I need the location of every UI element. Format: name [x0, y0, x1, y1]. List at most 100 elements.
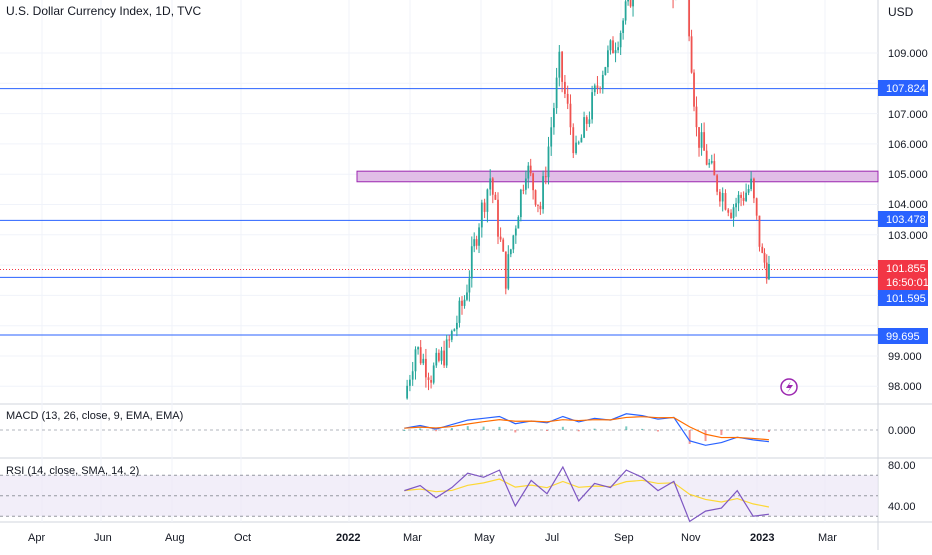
candle-body-73: [597, 86, 599, 88]
candle-body-76: [604, 67, 606, 75]
candle-body-74: [599, 88, 601, 89]
candle-body-139: [768, 264, 770, 279]
candle-body-11: [435, 353, 437, 366]
candle-body-7: [425, 359, 427, 377]
candle-body-58: [556, 78, 558, 108]
candle-body-50: [535, 190, 537, 205]
macd-hist-bar-10: [562, 427, 564, 430]
candle-body-68: [583, 117, 585, 138]
level-label-3: 101.595: [886, 293, 926, 305]
candle-body-15: [446, 339, 448, 365]
price-tick-104: 104.000: [888, 199, 928, 211]
lightning-alert-icon[interactable]: [781, 379, 797, 395]
macd-hist-bar-0: [403, 430, 405, 431]
candle-body-4: [417, 347, 419, 349]
macd-hist-bar-22: [752, 430, 754, 431]
candle-body-133: [753, 179, 755, 199]
candle-body-37: [502, 240, 504, 252]
candle-body-119: [716, 175, 718, 191]
time-tick-nov: Nov: [681, 532, 701, 544]
candle-body-5: [420, 347, 422, 363]
candle-body-12: [438, 353, 440, 361]
candle-body-1: [409, 380, 411, 386]
price-tick-105: 105.000: [888, 169, 928, 181]
candle-body-71: [591, 92, 593, 119]
candle-body-9: [430, 380, 432, 383]
rsi-legend[interactable]: RSI (14, close, SMA, 14, 2): [6, 465, 139, 477]
candle-body-34: [494, 195, 496, 200]
rsi-tick-40: 40.00: [888, 501, 916, 513]
macd-hist-bar-15: [641, 429, 643, 430]
bar-countdown-label: 16:50:01: [886, 277, 929, 289]
candle-body-108: [688, 0, 690, 36]
candle-body-63: [570, 104, 572, 128]
price-tick-107: 107.000: [888, 109, 928, 121]
time-tick-sep: Sep: [614, 532, 634, 544]
macd-hist-bar-2: [435, 430, 437, 431]
candle-body-16: [448, 339, 450, 340]
price-tick-98: 98.000: [888, 381, 922, 393]
price-tick-103: 103.000: [888, 230, 928, 242]
candle-body-41: [512, 235, 514, 249]
candle-body-67: [581, 138, 583, 143]
candle-body-52: [539, 206, 541, 209]
candle-body-130: [745, 193, 747, 201]
candle-body-19: [456, 323, 458, 329]
candle-body-29: [481, 203, 483, 228]
candle-body-116: [708, 163, 710, 165]
time-tick-mar: Mar: [403, 532, 422, 544]
time-tick-mar-2023: Mar: [818, 532, 837, 544]
candle-body-70: [589, 119, 591, 124]
candle-body-123: [727, 210, 729, 213]
candle-body-30: [484, 203, 486, 212]
candle-body-132: [750, 179, 752, 189]
candle-body-54: [545, 176, 547, 177]
candle-body-2: [412, 371, 414, 379]
time-tick-oct: Oct: [234, 532, 251, 544]
macd-hist-bar-14: [625, 426, 627, 430]
candle-body-110: [693, 73, 695, 107]
candle-body-81: [617, 47, 619, 50]
macd-hist-bar-12: [594, 429, 596, 430]
time-tick-2022: 2022: [336, 532, 360, 544]
price-tick-99: 99.000: [888, 351, 922, 363]
candle-body-49: [532, 173, 534, 190]
candle-body-86: [630, 0, 632, 6]
macd-hist-bar-11: [578, 430, 580, 431]
level-label-2: 103.478: [886, 214, 926, 226]
candle-body-77: [607, 50, 609, 67]
macd-hist-bar-16: [657, 430, 659, 432]
candle-body-129: [743, 198, 745, 201]
time-tick-may: May: [474, 532, 495, 544]
candle-body-28: [478, 227, 480, 245]
candle-body-47: [527, 166, 529, 179]
candle-body-53: [542, 176, 544, 209]
candle-body-31: [487, 189, 489, 211]
candle-body-82: [620, 33, 622, 47]
candle-body-138: [766, 263, 768, 280]
resistance-zone: [357, 171, 878, 182]
candle-body-127: [738, 195, 740, 203]
macd-legend[interactable]: MACD (13, 26, close, 9, EMA, EMA): [6, 410, 183, 422]
candle-body-35: [497, 200, 499, 237]
candle-body-75: [602, 75, 604, 88]
candle-body-65: [575, 143, 577, 153]
candle-body-69: [586, 117, 588, 124]
level-label-1: 107.824: [886, 83, 926, 95]
candle-body-36: [500, 237, 502, 240]
candle-body-62: [567, 94, 569, 104]
candle-body-24: [468, 278, 470, 292]
candle-body-112: [698, 127, 700, 148]
candle-body-136: [761, 247, 763, 253]
candle-body-64: [572, 127, 574, 153]
candle-body-111: [696, 107, 698, 127]
candle-body-21: [461, 301, 463, 306]
macd-hist-bar-19: [705, 430, 707, 441]
candle-body-126: [735, 203, 737, 207]
macd-hist-bar-5: [483, 427, 485, 430]
macd-hist-bar-4: [467, 426, 469, 430]
candle-body-33: [492, 178, 494, 194]
candle-body-3: [415, 349, 417, 371]
